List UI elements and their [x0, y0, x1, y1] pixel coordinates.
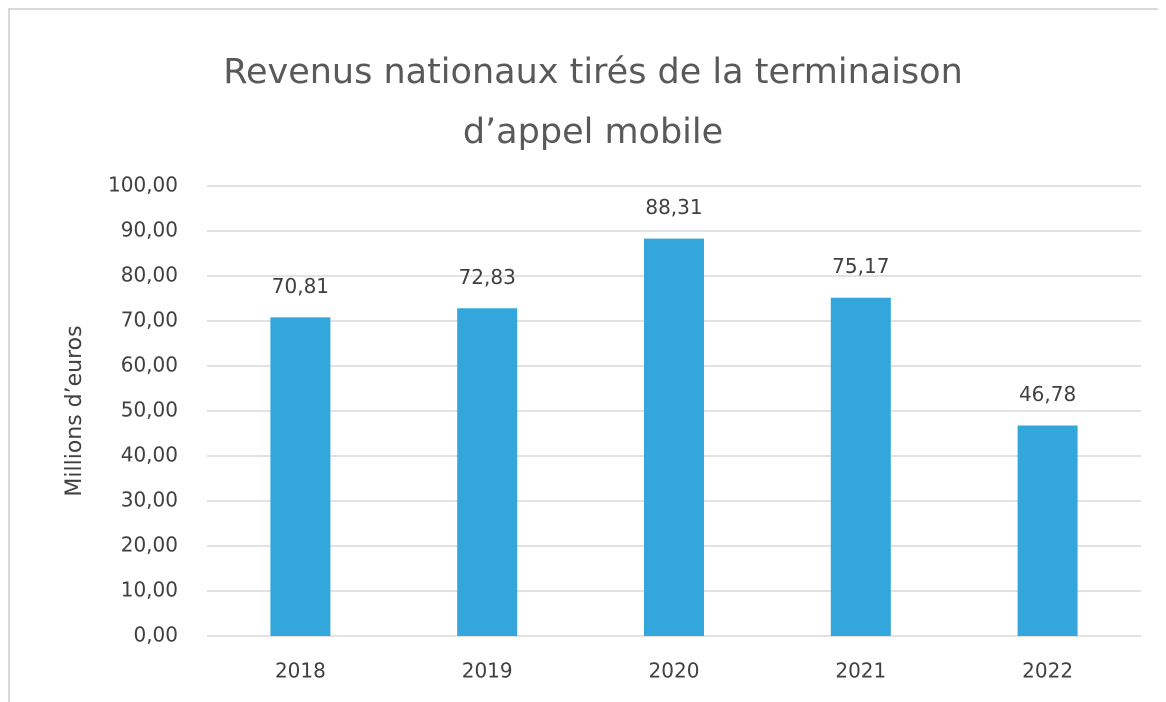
- bar: [457, 308, 518, 636]
- bar: [1017, 425, 1078, 636]
- chart-title: Revenus nationaux tirés de la terminaiso…: [223, 52, 963, 152]
- x-tick-label: 2022: [1022, 659, 1073, 683]
- bar: [270, 317, 331, 636]
- y-tick-label: 100,00: [108, 173, 178, 197]
- y-tick-label: 80,00: [121, 263, 178, 287]
- data-label: 75,17: [832, 254, 889, 278]
- x-tick-label: 2018: [275, 659, 326, 683]
- y-tick-label: 40,00: [121, 443, 178, 467]
- y-tick-label: 0,00: [133, 623, 178, 647]
- x-tick-label: 2021: [835, 659, 886, 683]
- y-tick-label: 30,00: [121, 488, 178, 512]
- bar: [644, 238, 704, 637]
- data-label: 88,31: [645, 195, 702, 219]
- y-tick-label: 90,00: [121, 218, 178, 242]
- y-tick-label: 70,00: [121, 308, 178, 332]
- y-axis-label: Millions d’euros: [62, 325, 87, 496]
- y-tick-label: 50,00: [121, 398, 178, 422]
- y-tick-label: 20,00: [121, 533, 178, 557]
- y-tick-label: 60,00: [121, 353, 178, 377]
- bar: [830, 297, 891, 636]
- data-label: 72,83: [459, 265, 516, 289]
- y-tick-label: 10,00: [121, 578, 178, 602]
- x-tick-label: 2019: [462, 659, 513, 683]
- x-tick-label: 2020: [649, 659, 700, 683]
- data-label: 46,78: [1019, 382, 1076, 406]
- data-label: 70,81: [272, 274, 329, 298]
- chart-border: [8, 8, 1158, 702]
